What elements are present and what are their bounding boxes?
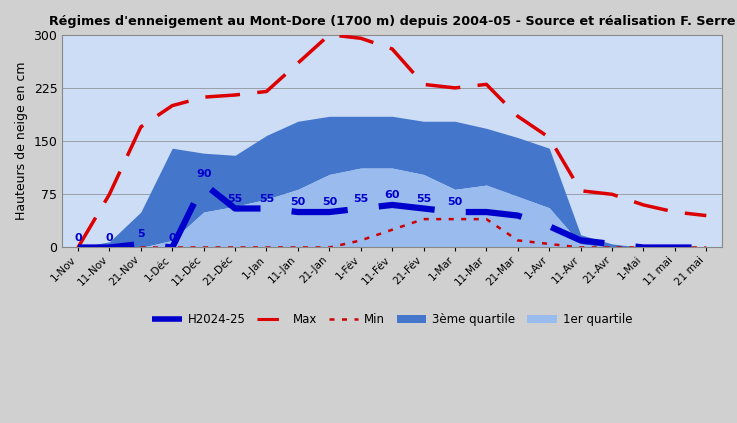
Legend: H2024-25, Max, Min, 3ème quartile, 1er quartile: H2024-25, Max, Min, 3ème quartile, 1er q… bbox=[147, 308, 637, 331]
Text: 5: 5 bbox=[137, 229, 144, 239]
Text: 50: 50 bbox=[447, 197, 463, 207]
Y-axis label: Hauteurs de neige en cm: Hauteurs de neige en cm bbox=[15, 62, 28, 220]
Text: 0: 0 bbox=[169, 233, 176, 242]
Text: 50: 50 bbox=[321, 197, 337, 207]
Text: 0: 0 bbox=[74, 233, 82, 242]
Text: 55: 55 bbox=[259, 193, 274, 203]
Text: 50: 50 bbox=[290, 197, 306, 207]
Text: 90: 90 bbox=[196, 169, 212, 179]
Text: 60: 60 bbox=[385, 190, 400, 200]
Text: 55: 55 bbox=[228, 193, 242, 203]
Text: 55: 55 bbox=[353, 193, 368, 203]
Title: Régimes d'enneigement au Mont-Dore (1700 m) depuis 2004-05 - Source et réalisati: Régimes d'enneigement au Mont-Dore (1700… bbox=[49, 15, 736, 28]
Text: 0: 0 bbox=[105, 233, 113, 242]
Text: 55: 55 bbox=[416, 193, 431, 203]
